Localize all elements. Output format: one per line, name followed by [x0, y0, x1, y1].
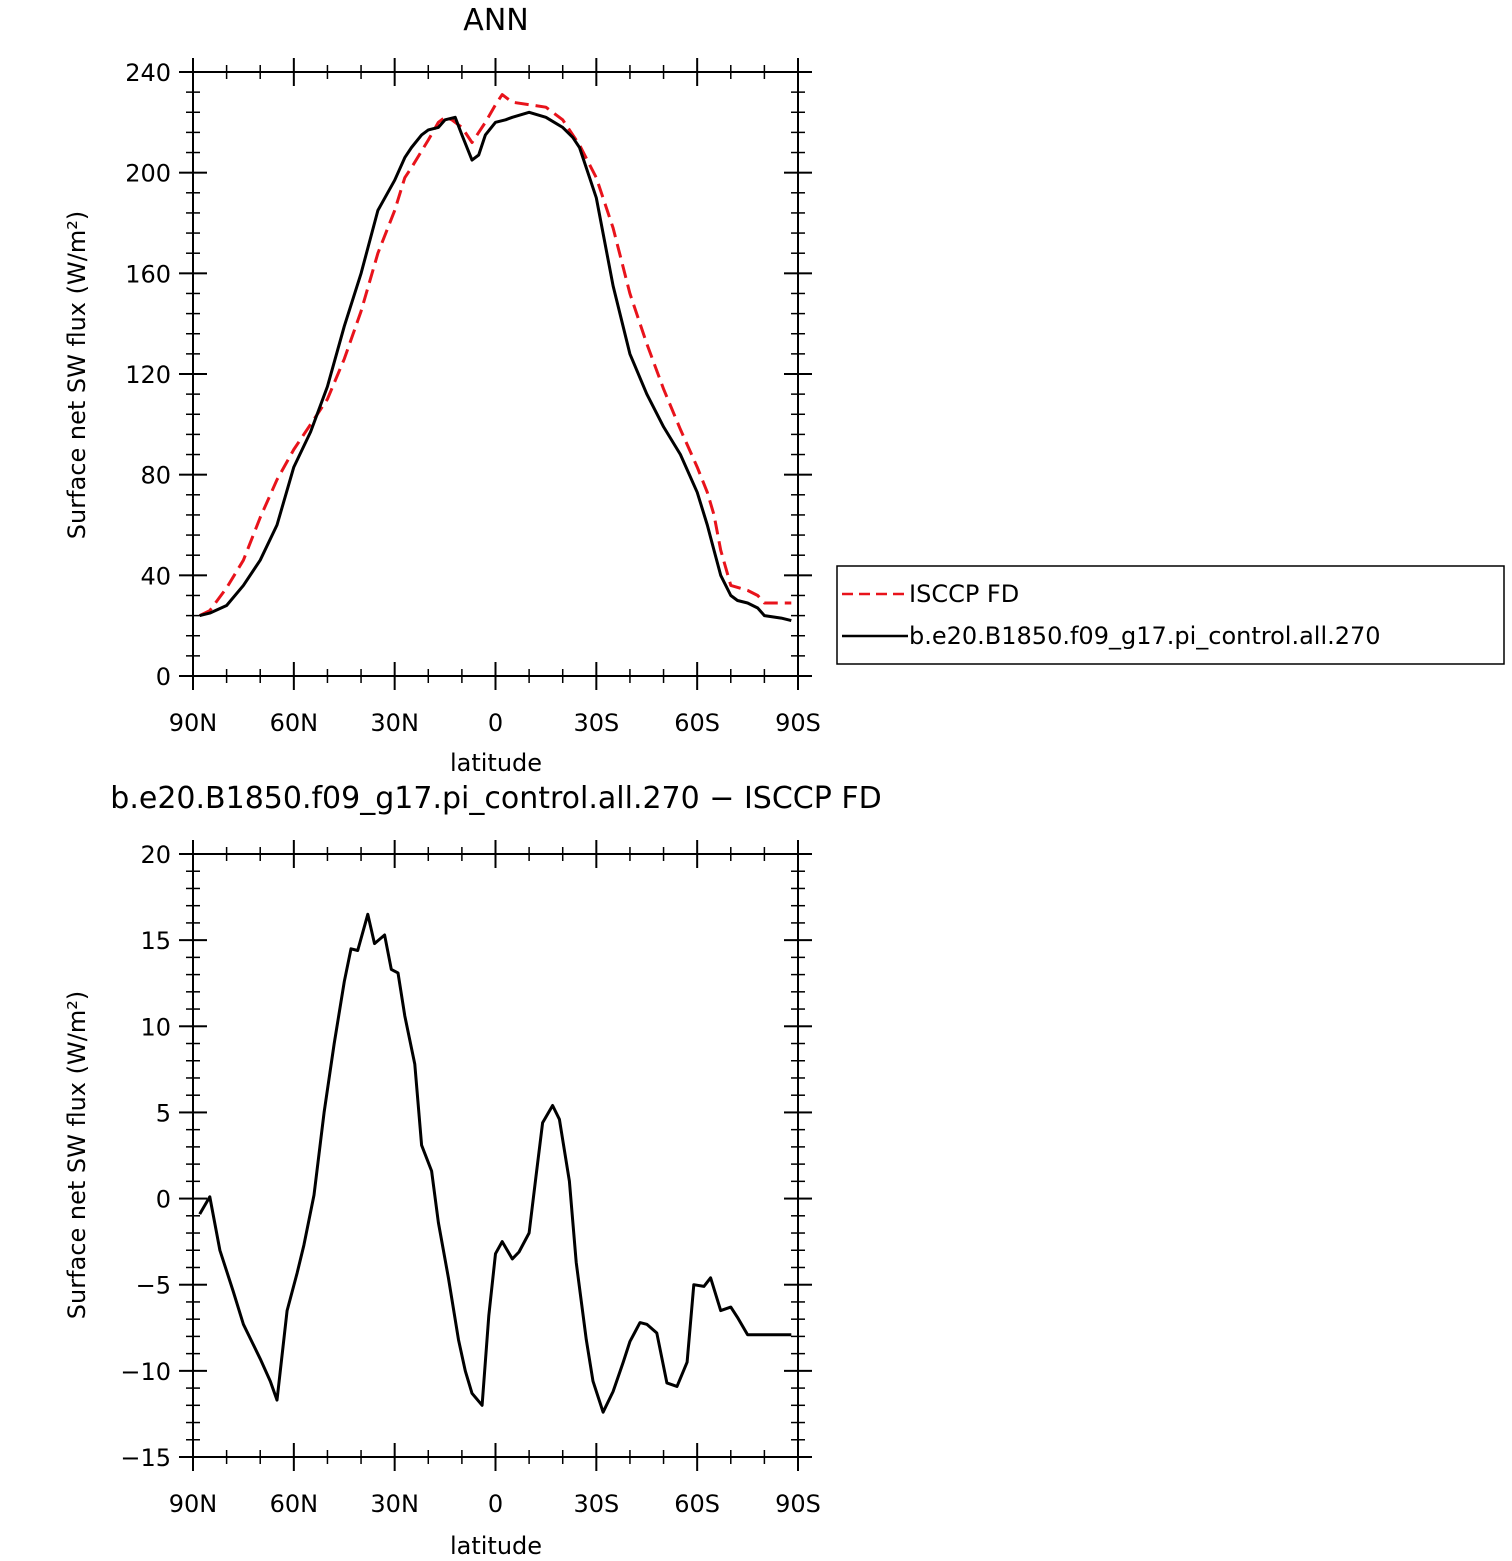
- legend-box: [836, 565, 1505, 665]
- chart-difference: b.e20.B1850.f09_g17.pi_control.all.270 −…: [63, 781, 882, 1560]
- y-tick-label: 120: [125, 361, 171, 389]
- y-axis-title: Surface net SW flux (W/m²): [63, 991, 91, 1319]
- y-tick-label: 80: [140, 462, 171, 490]
- x-tick-label: 30S: [573, 709, 619, 737]
- y-axis: 0 40 80 120 160 200 240: [125, 59, 812, 691]
- x-tick-label: 60S: [674, 709, 720, 737]
- x-axis-title: latitude: [450, 749, 542, 777]
- y-tick-label: 160: [125, 260, 171, 288]
- x-tick-label: 90S: [775, 1490, 821, 1518]
- y-tick-label: 240: [125, 59, 171, 87]
- y-tick-label: 20: [140, 841, 171, 869]
- x-tick-label: 60N: [270, 1490, 319, 1518]
- series-line-difference: [198, 912, 792, 1414]
- series-line-model: [199, 110, 792, 623]
- x-tick-label: 30N: [370, 709, 419, 737]
- y-tick-label: 15: [140, 927, 171, 955]
- y-axis: −15 −10 −5 0 5 10 15 20: [120, 841, 812, 1472]
- chart-title: ANN: [463, 3, 528, 38]
- x-tick-label: 90N: [169, 1490, 218, 1518]
- y-tick-label: 40: [140, 562, 171, 590]
- legend-label-model: b.e20.B1850.f09_g17.pi_control.all.270: [909, 622, 1381, 650]
- y-tick-label: 5: [156, 1099, 171, 1127]
- chart-title: b.e20.B1850.f09_g17.pi_control.all.270 −…: [110, 781, 881, 816]
- x-tick-label: 0: [488, 709, 503, 737]
- y-tick-label: 0: [156, 1186, 171, 1214]
- y-tick-label: −5: [136, 1272, 171, 1300]
- y-tick-label: −10: [120, 1358, 171, 1386]
- x-tick-label: 30S: [573, 1490, 619, 1518]
- x-tick-label: 60N: [270, 709, 319, 737]
- y-tick-label: 200: [125, 160, 171, 188]
- x-axis-title: latitude: [450, 1532, 542, 1560]
- x-axis: 90N 60N 30N 0 30S 60S 90S: [169, 58, 821, 737]
- x-tick-label: 90S: [775, 709, 821, 737]
- legend: ISCCP FD b.e20.B1850.f09_g17.pi_control.…: [836, 565, 1505, 665]
- x-tick-label: 30N: [370, 1490, 419, 1518]
- y-tick-label: 10: [140, 1013, 171, 1041]
- legend-label-isccp: ISCCP FD: [909, 580, 1019, 608]
- y-axis-title: Surface net SW flux (W/m²): [63, 211, 91, 539]
- y-tick-label: 0: [156, 663, 171, 691]
- y-tick-label: −15: [120, 1444, 171, 1472]
- x-tick-label: 60S: [674, 1490, 720, 1518]
- x-axis: 90N 60N 30N 0 30S 60S 90S: [169, 840, 821, 1518]
- x-tick-label: 90N: [169, 709, 218, 737]
- x-tick-label: 0: [488, 1490, 503, 1518]
